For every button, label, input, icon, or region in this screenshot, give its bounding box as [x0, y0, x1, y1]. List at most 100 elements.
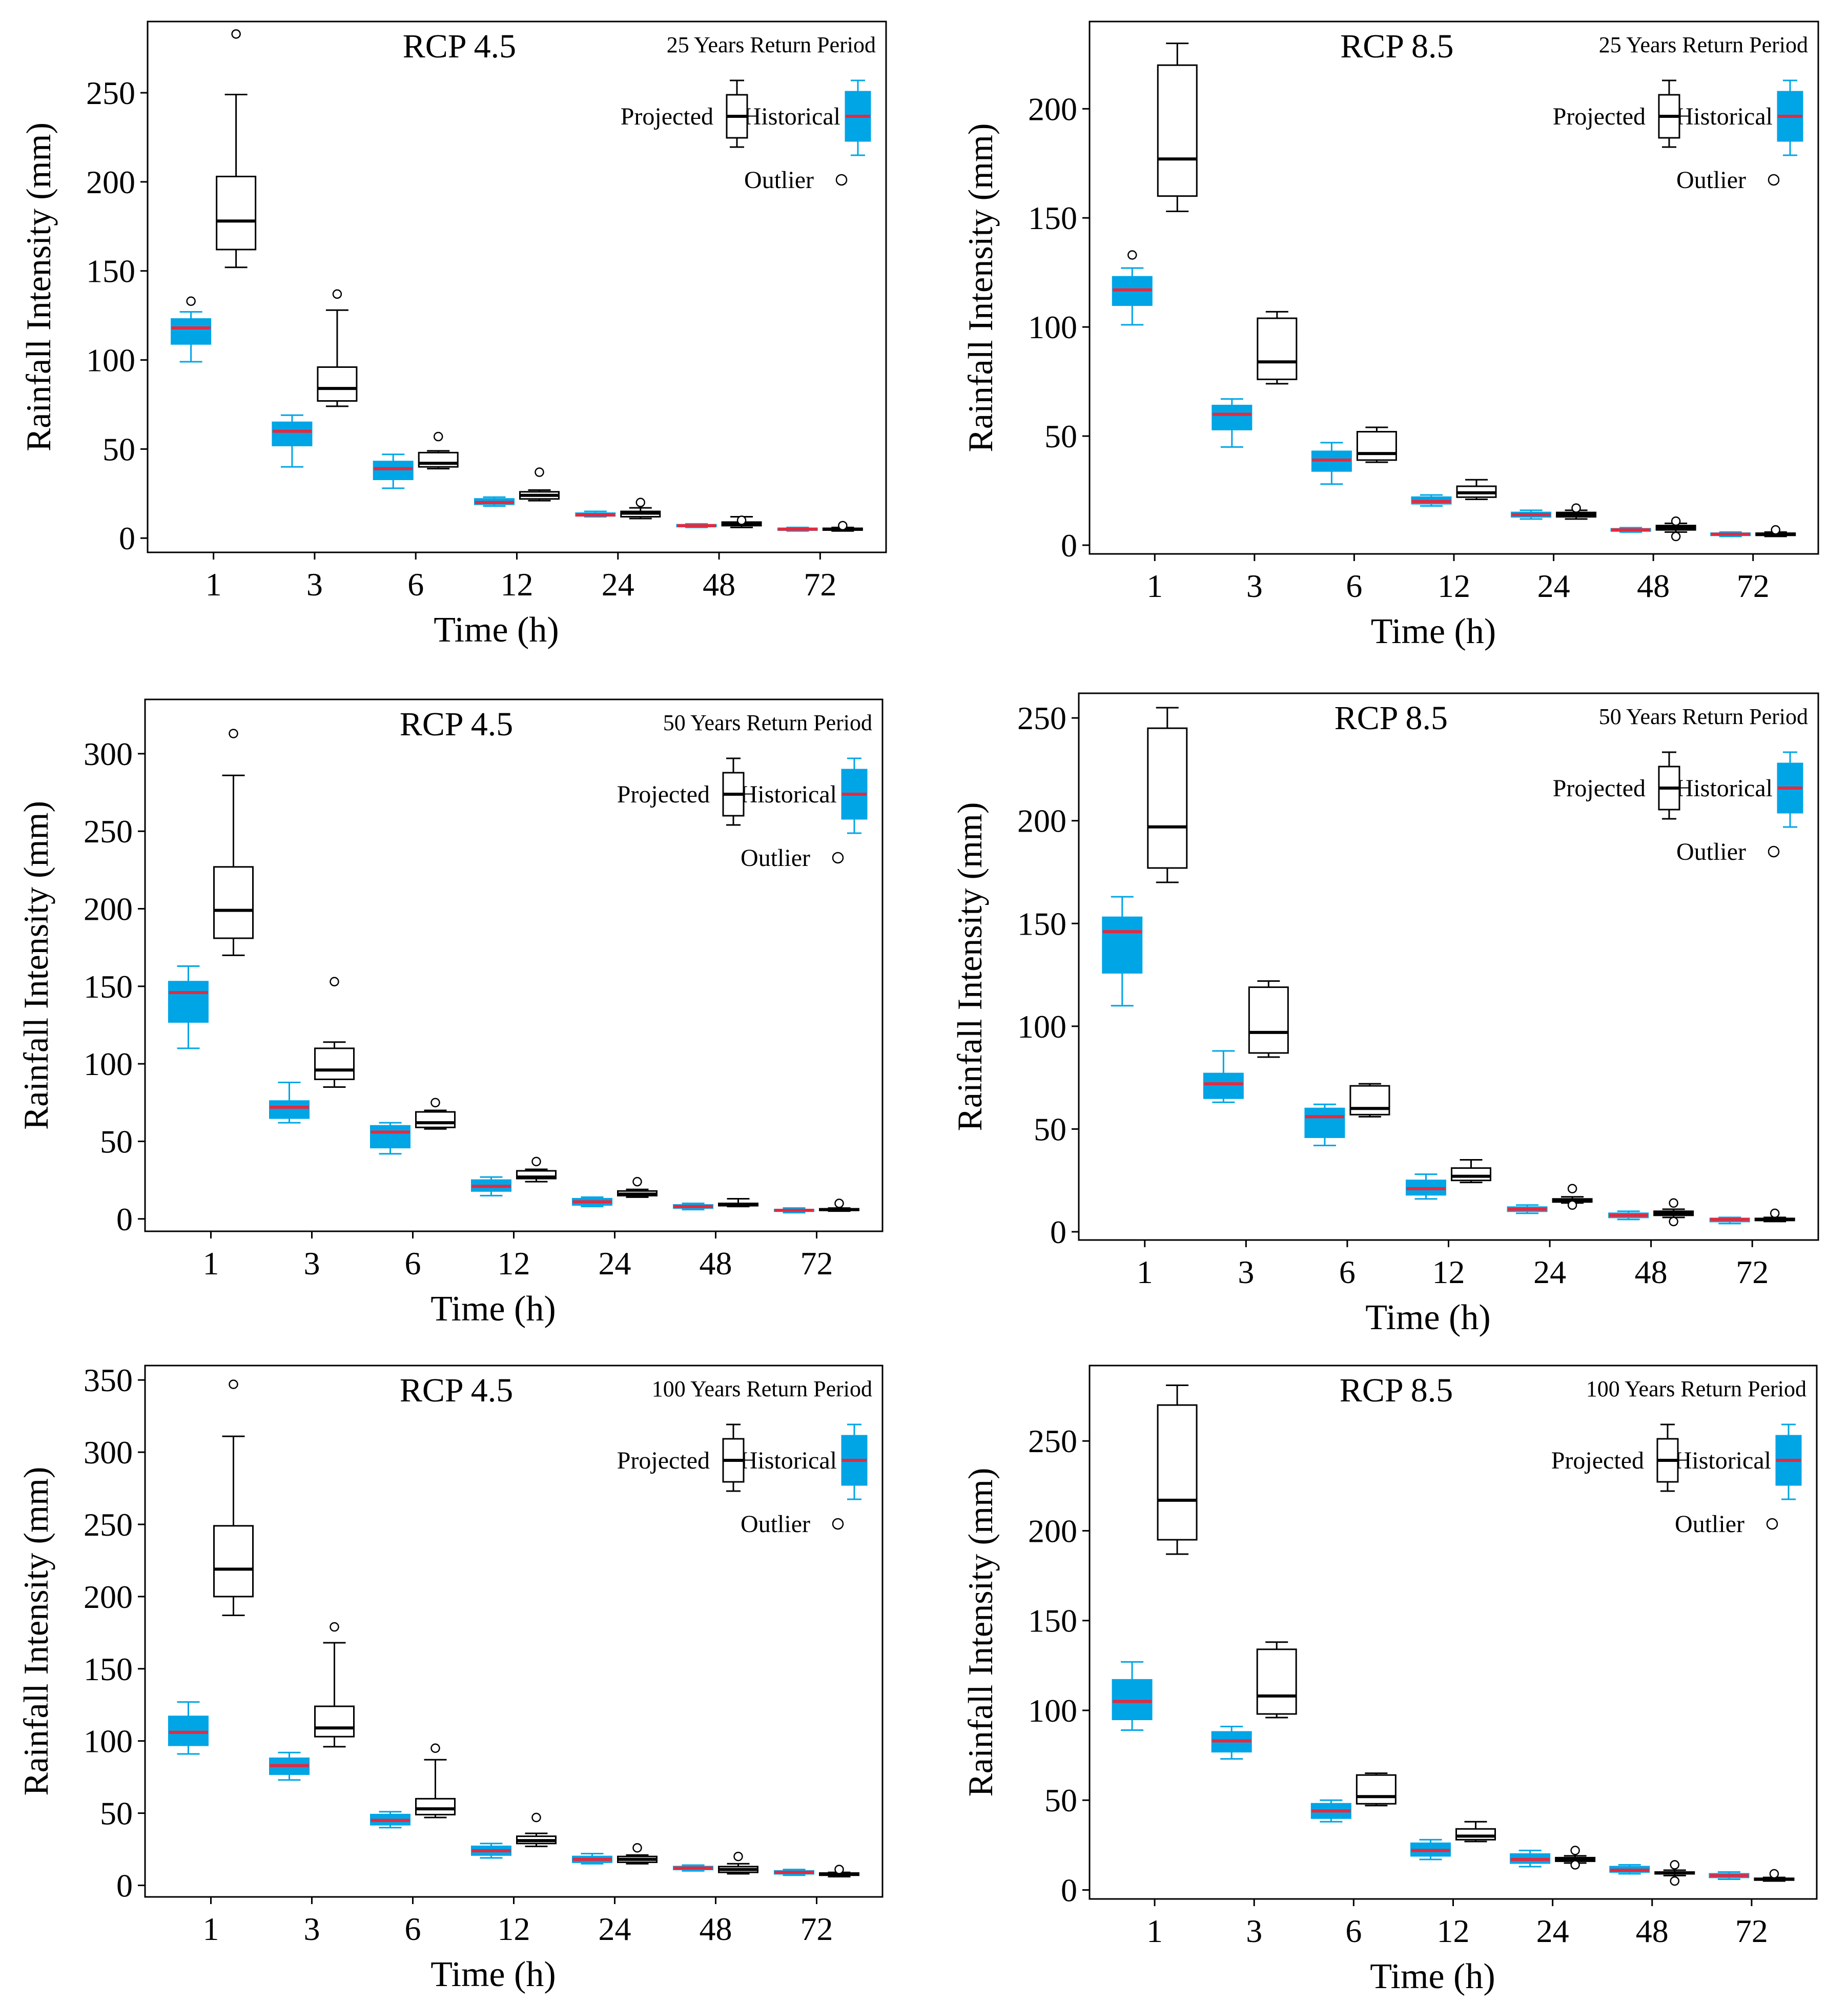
legend-historical-label: Historical: [1676, 103, 1773, 130]
historical-box: [1112, 250, 1153, 326]
x-tick-label: 3: [1246, 568, 1263, 604]
x-tick-label: 3: [1246, 1913, 1262, 1949]
y-tick-label: 100: [86, 342, 135, 379]
box: [168, 981, 209, 1023]
historical-box: [1102, 896, 1143, 1007]
y-tick-label: 100: [1017, 1008, 1066, 1045]
projected-box: [819, 1199, 859, 1212]
projected-box: [620, 498, 661, 520]
historical-box: [1709, 1216, 1750, 1225]
chart-panel: 0 50 100 150 200 250 1 3 6 12 24 48 72 RCP 8.5 50 Year…: [950, 692, 1819, 1337]
projected-box: [1456, 479, 1497, 501]
x-tick-label: 12: [1437, 1913, 1470, 1949]
outlier-point: [231, 29, 241, 39]
y-tick-label: 100: [84, 1723, 133, 1760]
outlier-point: [430, 1098, 440, 1108]
scenario-title: RCP 4.5: [400, 1372, 513, 1409]
y-tick-label: 150: [1028, 200, 1077, 236]
x-tick-label: 24: [602, 566, 634, 603]
projected-box: [1451, 1159, 1491, 1184]
historical-box: [269, 1081, 310, 1124]
outlier-point: [632, 1843, 642, 1853]
legend-projected-label: Projected: [617, 781, 710, 808]
box: [370, 1125, 410, 1149]
outlier-point: [733, 1851, 743, 1862]
outlier-point: [186, 296, 196, 306]
historical-box: [1710, 531, 1751, 538]
y-axis-label: Rainfall Intensity (mm): [16, 1466, 55, 1795]
legend-outlier-marker: [832, 852, 844, 864]
outlier-point: [1567, 1200, 1577, 1210]
box: [1356, 431, 1397, 461]
y-tick-label: 150: [1028, 1603, 1077, 1639]
projected-box: [1349, 1083, 1390, 1118]
y-tick-label: 200: [84, 891, 133, 927]
legend-historical-label: Historical: [740, 781, 837, 808]
y-tick-label: 100: [84, 1046, 133, 1082]
projected-box: [1157, 1385, 1198, 1555]
legend-projected-label: Projected: [1553, 103, 1646, 130]
y-tick-label: 50: [1044, 418, 1077, 454]
x-tick-label: 72: [804, 566, 836, 603]
chart-panel: 0 50 100 150 200 1 3 6 12 24 48 72 RCP 8.5 25 Years R…: [961, 20, 1819, 651]
projected-box: [617, 1843, 658, 1865]
legend-outlier-marker: [1768, 174, 1780, 186]
historical-box: [1304, 1103, 1345, 1146]
x-tick-label: 24: [1536, 1913, 1569, 1949]
x-tick-label: 24: [1537, 568, 1570, 604]
legend-projected-label: Projected: [1551, 1447, 1644, 1474]
box: [1451, 1167, 1491, 1182]
legend-historical-label: Historical: [1676, 775, 1773, 802]
legend-historical-label: Historical: [744, 103, 840, 130]
outlier-point: [834, 1199, 844, 1208]
chart-panel: 0 50 100 150 200 250 300 1 3 6 12 24 48 72 RCP 4.5 50 Y…: [16, 698, 884, 1329]
y-axis-label: Rainfall Intensity (mm): [961, 123, 1000, 452]
x-tick-label: 6: [1346, 568, 1362, 604]
outlier-point: [1571, 503, 1581, 513]
scenario-title: RCP 4.5: [403, 28, 516, 65]
outlier-point: [632, 1176, 642, 1187]
legend: Projected Historical Outlier: [1553, 79, 1803, 194]
outlier-point: [430, 1743, 440, 1753]
y-tick-label: 250: [1017, 700, 1066, 736]
x-tick-label: 1: [1137, 1254, 1153, 1290]
legend: Projected Historical Outlier: [1551, 1423, 1802, 1538]
y-axis-label: Rainfall Intensity (mm): [16, 801, 55, 1130]
box: [1157, 1404, 1198, 1541]
historical-box: [1609, 1864, 1650, 1875]
historical-box: [471, 1843, 511, 1859]
x-tick-label: 72: [800, 1245, 833, 1282]
historical-box: [777, 526, 818, 532]
projected-box: [516, 1812, 557, 1847]
projected-box: [1755, 525, 1796, 538]
box: [216, 175, 257, 251]
box: [415, 1798, 456, 1815]
historical-box: [474, 496, 515, 507]
projected-box: [1356, 1772, 1397, 1807]
projected-box: [1556, 503, 1597, 520]
projected-box: [721, 515, 762, 528]
projected-box: [1654, 1860, 1695, 1886]
box: [272, 421, 313, 446]
projected-box: [418, 431, 459, 470]
x-tick-label: 72: [1737, 568, 1770, 604]
historical-box: [1608, 1210, 1649, 1221]
historical-box: [1311, 442, 1352, 485]
y-tick-label: 50: [1034, 1111, 1066, 1147]
y-tick-label: 50: [1044, 1782, 1077, 1819]
box: [171, 318, 212, 345]
plot-frame: [144, 1365, 884, 1898]
x-tick-label: 3: [304, 1911, 320, 1947]
outlier-point: [531, 1156, 541, 1167]
outlier-point: [332, 289, 342, 299]
y-tick-label: 0: [116, 1867, 133, 1904]
box: [1257, 317, 1298, 380]
projected-box: [1552, 1184, 1593, 1210]
projected-box: [819, 1865, 859, 1878]
legend-outlier-label: Outlier: [1675, 1511, 1744, 1538]
projected-box: [519, 467, 560, 502]
y-tick-label: 200: [1028, 1513, 1077, 1549]
historical-box: [370, 1811, 410, 1829]
y-tick-label: 200: [84, 1579, 133, 1615]
historical-box: [572, 1852, 612, 1865]
